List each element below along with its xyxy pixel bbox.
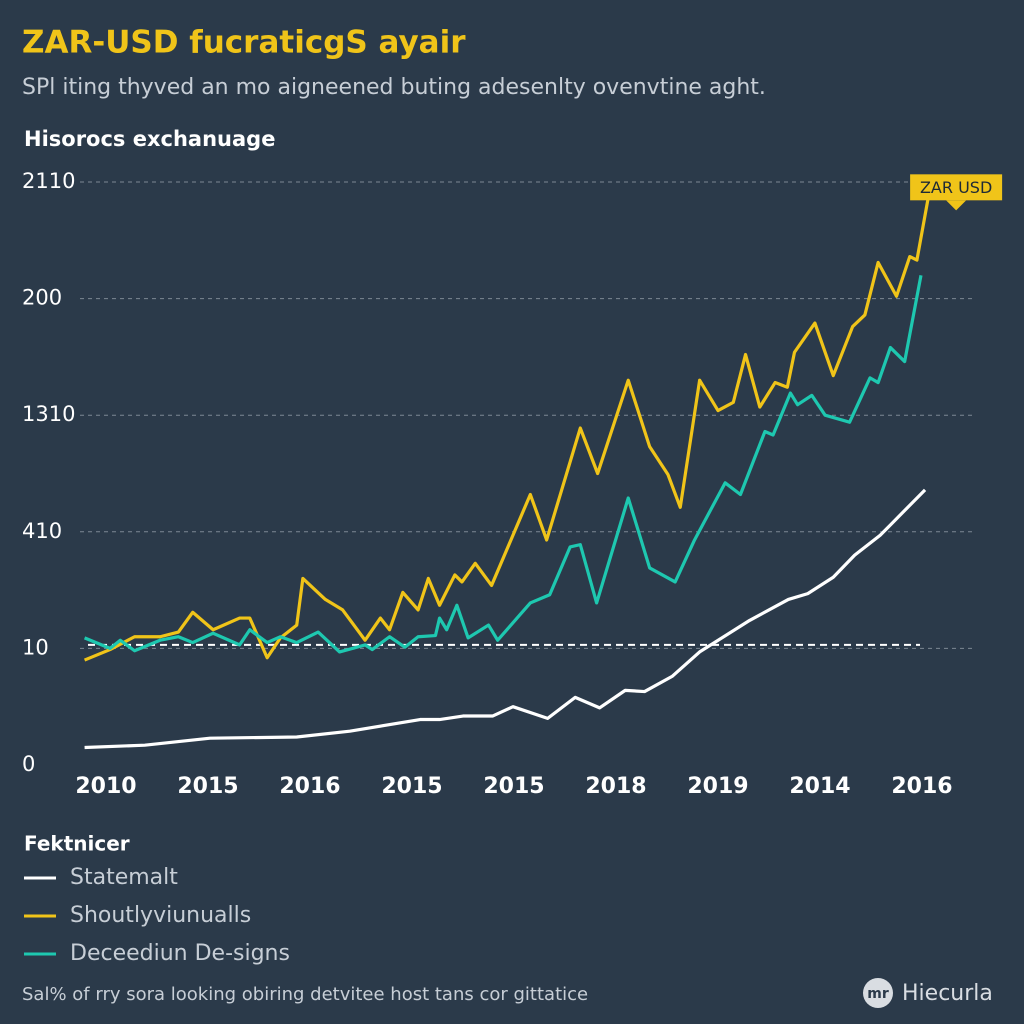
x-tick-label: 2016: [279, 774, 340, 799]
chart-subtitle: SPl iting thyved an mo aigneened buting …: [22, 75, 766, 100]
footer: Sal% of rry sora looking obiring detvite…: [22, 984, 588, 1005]
callout-pointer: [946, 200, 967, 211]
plot-area: 0 10 410 1310 200 2110 2010 2015 2016 2015 2015 201…: [22, 169, 1003, 966]
axis-heading: Hisorocs exchanuage: [24, 127, 275, 151]
x-tick-label: 2018: [585, 774, 646, 799]
x-tick-label: 2014: [789, 774, 850, 799]
x-tick-label: 2016: [891, 774, 952, 799]
chart-title: ZAR-USD fucraticgS ayair: [22, 25, 466, 61]
x-tick-label: 2019: [687, 774, 748, 799]
x-tick-label: 2015: [483, 774, 544, 799]
series-line: [83, 198, 930, 662]
series-line: [84, 488, 927, 750]
y-tick-label: 0: [22, 752, 35, 776]
legend-label: Statemalt: [70, 865, 178, 890]
y-tick-label: 2110: [22, 169, 75, 193]
y-tick-label: 410: [22, 519, 62, 543]
legend-label: Deceediun De-signs: [70, 941, 290, 966]
brand-icon-bg: [863, 978, 893, 1008]
y-tick-label: 10: [22, 635, 49, 659]
series-line: [83, 274, 923, 654]
brand-icon: mr: [867, 986, 889, 1002]
callout-text: ZAR USD: [920, 178, 992, 197]
x-tick-label: 2015: [177, 774, 238, 799]
y-tick-label: 200: [22, 286, 62, 310]
x-tick-label: 2010: [75, 774, 136, 799]
y-tick-label: 1310: [22, 402, 75, 426]
x-tick-label: 2015: [381, 774, 442, 799]
callout-box: [910, 174, 1003, 201]
legend-label: Shoutlyviunualls: [70, 903, 251, 928]
brand-name: Hiecurla: [902, 981, 993, 1006]
legend-title: Fektnicer: [24, 832, 130, 856]
